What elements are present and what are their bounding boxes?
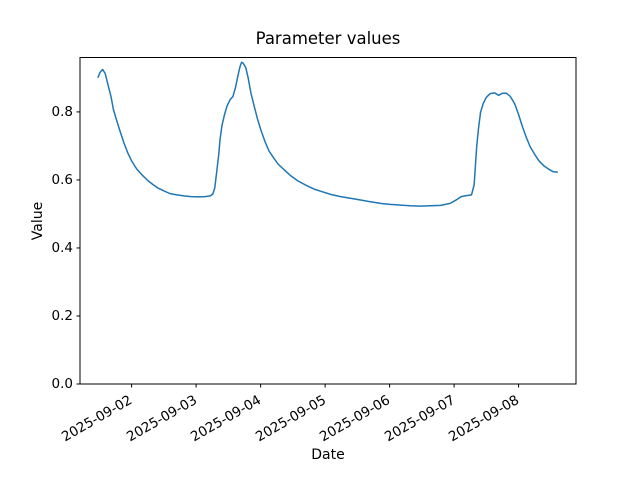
- y-tick-label: 0.8: [51, 103, 73, 120]
- axes-frame: [79, 57, 577, 385]
- y-tick-label: 0.2: [51, 307, 73, 324]
- chart-title: Parameter values: [255, 29, 401, 48]
- y-tick-label: 0.4: [51, 239, 73, 256]
- x-axis-label: Date: [311, 447, 345, 463]
- y-tick-label: 0.0: [51, 376, 73, 392]
- data-line-parameter-values: [97, 61, 559, 207]
- y-tick-label: 0.6: [51, 171, 73, 188]
